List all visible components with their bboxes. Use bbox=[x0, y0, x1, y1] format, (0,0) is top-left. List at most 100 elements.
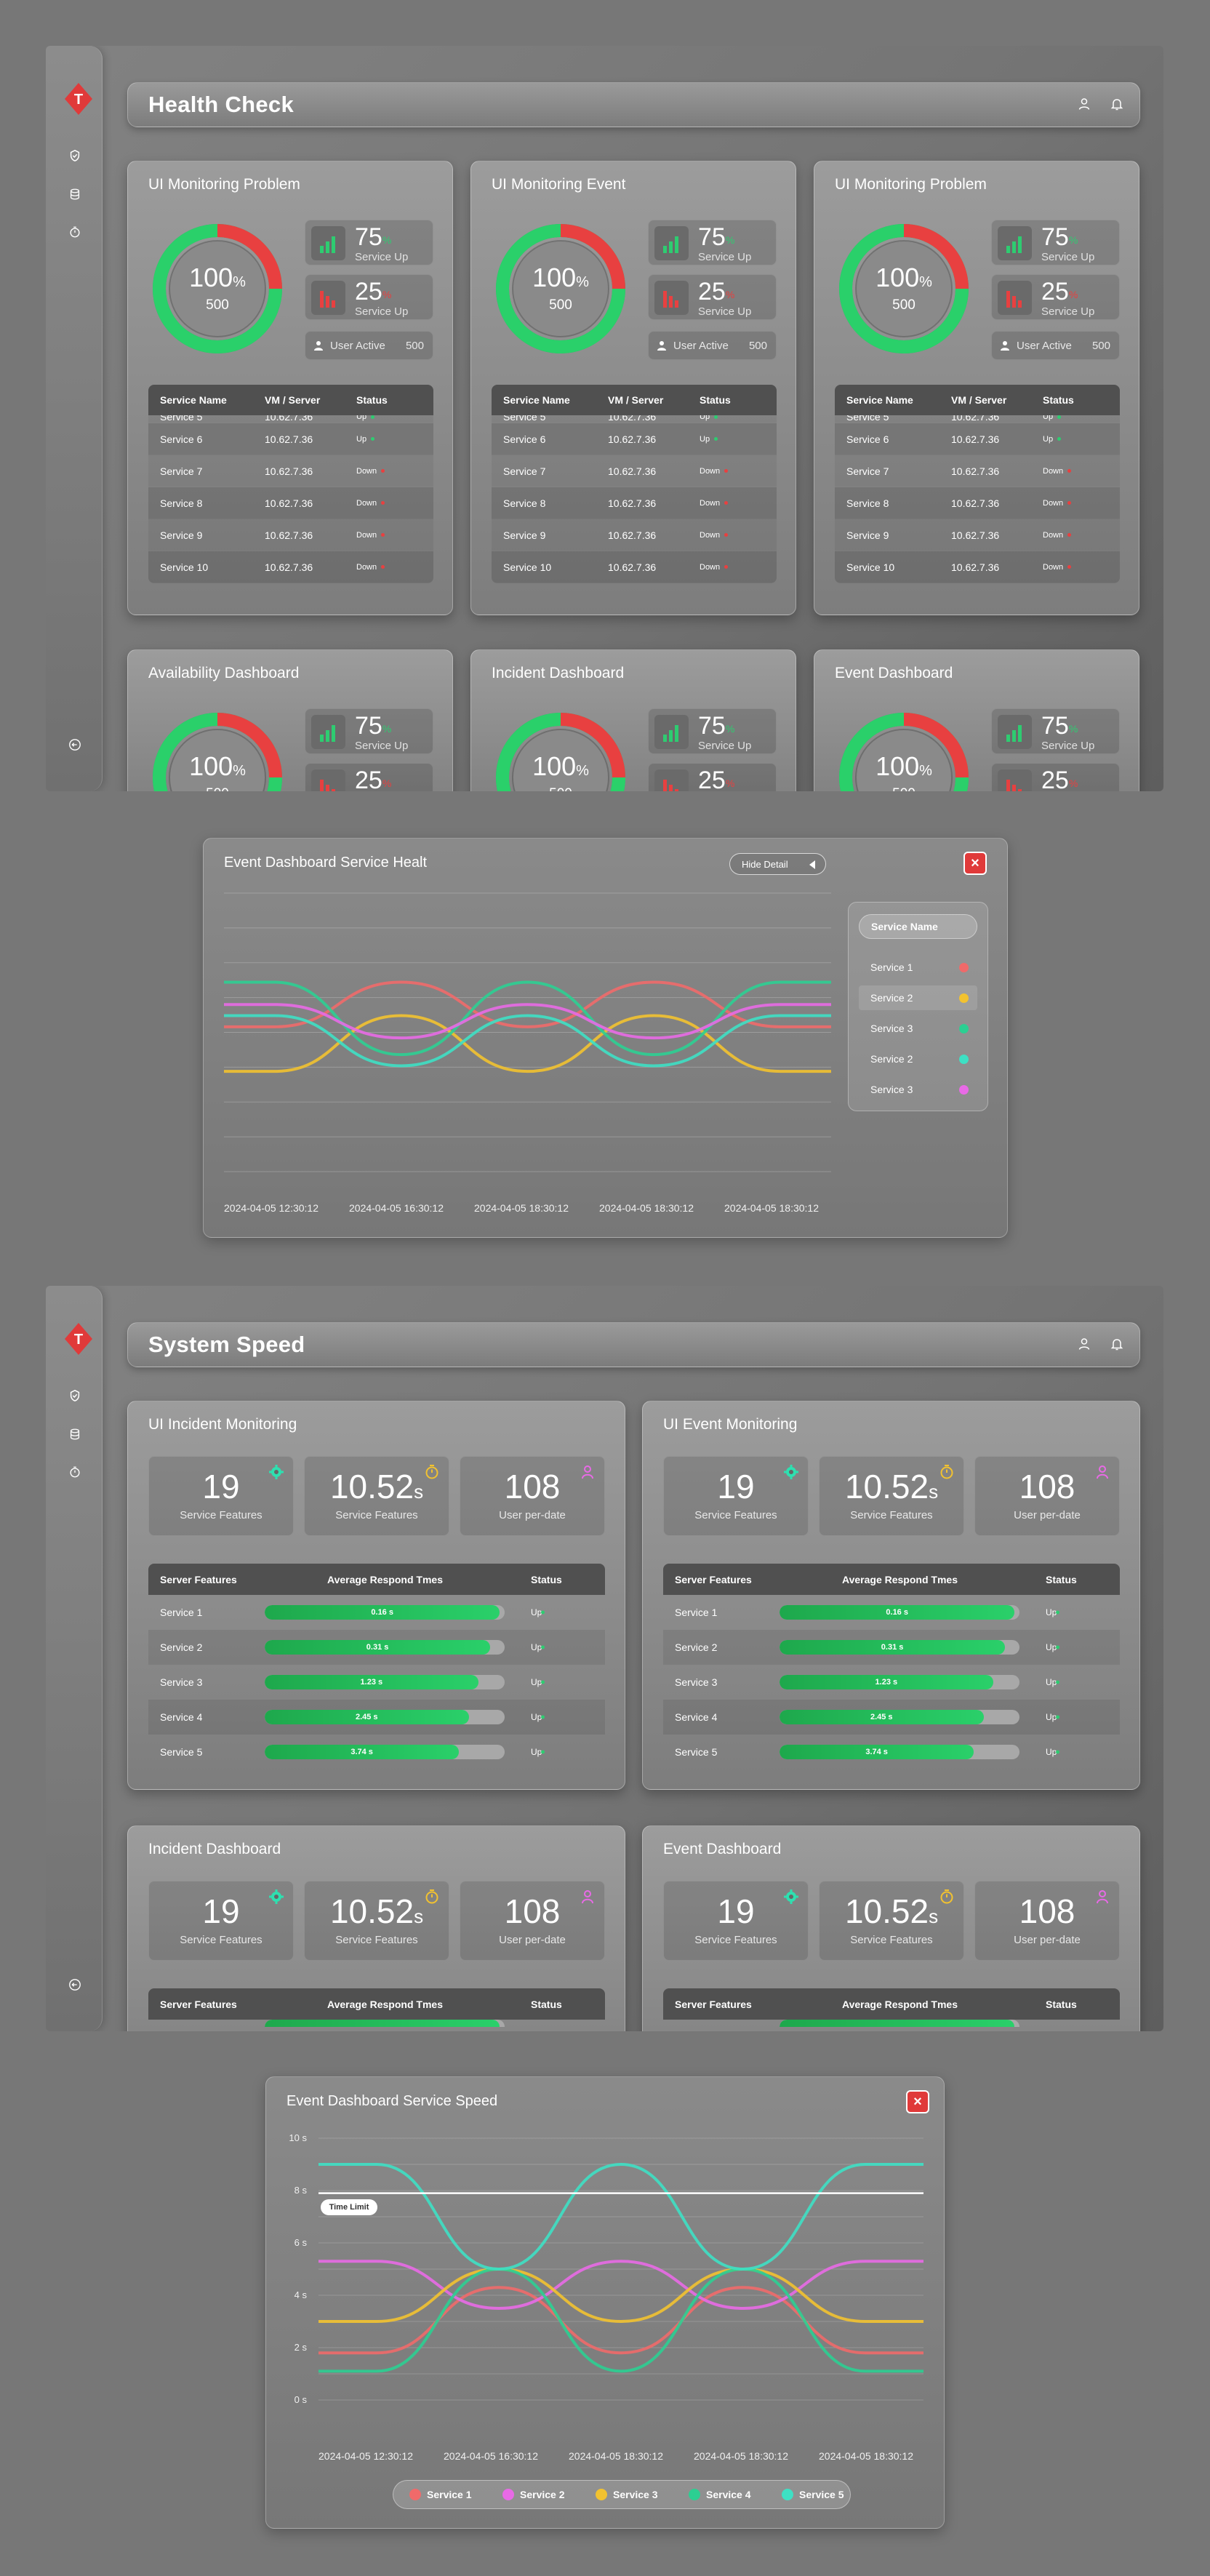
stopwatch-icon[interactable] bbox=[67, 224, 83, 240]
status-dot bbox=[1056, 1645, 1059, 1649]
legend-item[interactable]: Service 3 bbox=[859, 1077, 977, 1102]
close-button[interactable]: × bbox=[963, 852, 987, 875]
legend-item[interactable]: Service 1 bbox=[859, 955, 977, 980]
y-tick-label: 8 s bbox=[294, 2185, 307, 2196]
user-icon[interactable] bbox=[1077, 1337, 1094, 1354]
logout-icon[interactable] bbox=[67, 1977, 83, 1993]
svg-text:T: T bbox=[74, 92, 83, 108]
legend-dot bbox=[959, 1085, 969, 1095]
bell-icon[interactable] bbox=[1110, 97, 1127, 114]
table-row[interactable]: Service 3 1.23 s Up bbox=[148, 1665, 605, 1700]
table-row[interactable]: Service 5 10.62.7.36 Up bbox=[835, 415, 1120, 423]
up-number: 75 bbox=[698, 712, 726, 740]
x-tick-label: 2024-04-05 16:30:12 bbox=[444, 2450, 538, 2462]
legend-item[interactable]: Service 4 bbox=[689, 2489, 751, 2500]
status-badge: Up bbox=[700, 415, 718, 421]
table-row[interactable]: Service 8 10.62.7.36 Down bbox=[492, 487, 777, 519]
table-row[interactable]: Service 7 10.62.7.36 Down bbox=[492, 455, 777, 487]
series-line-5 bbox=[224, 1003, 831, 1040]
close-button[interactable]: × bbox=[906, 2090, 929, 2113]
stat-unit: s bbox=[414, 1905, 424, 1927]
service-name: Service 8 bbox=[503, 497, 546, 509]
table-row[interactable]: Service 5 10.62.7.36 Up bbox=[148, 415, 433, 423]
service-name: Service 9 bbox=[503, 529, 546, 541]
card-title: Availability Dashboard bbox=[148, 665, 300, 681]
table-row[interactable]: Service 7 10.62.7.36 Down bbox=[835, 455, 1120, 487]
table-row[interactable]: Service 8 10.62.7.36 Down bbox=[148, 487, 433, 519]
table-row[interactable]: Service 4 2.45 s Up bbox=[148, 1700, 605, 1735]
status-text: Up bbox=[1043, 415, 1054, 421]
table-row[interactable]: Service 3 1.23 s Up bbox=[663, 1665, 1120, 1700]
table-row[interactable]: Service 8 10.62.7.36 Down bbox=[835, 487, 1120, 519]
status-text: Down bbox=[700, 466, 721, 476]
stat-label: Service Features bbox=[180, 1509, 263, 1521]
donut-chart bbox=[496, 224, 625, 353]
user-icon bbox=[656, 340, 668, 351]
col-vm-server: VM / Server bbox=[608, 394, 664, 406]
table-row[interactable]: Service 9 10.62.7.36 Down bbox=[148, 519, 433, 551]
legend-item[interactable]: Service 5 bbox=[782, 2489, 844, 2500]
table-row[interactable] bbox=[663, 2020, 1120, 2027]
legend-dot bbox=[959, 1024, 969, 1033]
down-number: 25 bbox=[698, 767, 726, 791]
user-icon[interactable] bbox=[1077, 97, 1094, 114]
gear-icon bbox=[268, 1889, 284, 1905]
vm-server: 10.62.7.36 bbox=[951, 465, 1000, 477]
sidebar: T bbox=[46, 46, 103, 791]
table-row[interactable]: Service 1 0.16 s Up bbox=[148, 1595, 605, 1630]
service-name: Service 2 bbox=[160, 1641, 203, 1653]
table-row[interactable]: Service 9 10.62.7.36 Down bbox=[835, 519, 1120, 551]
up-label: Service Up bbox=[355, 740, 409, 752]
database-icon[interactable] bbox=[67, 186, 83, 202]
legend-item[interactable]: Service 3 bbox=[859, 1016, 977, 1041]
col-service-name: Service Name bbox=[503, 394, 570, 406]
table-row[interactable]: Service 9 10.62.7.36 Down bbox=[492, 519, 777, 551]
table-row[interactable]: Service 5 10.62.7.36 Up bbox=[492, 415, 777, 423]
system-speed-screen: T System Speed UI Incident Monitoring 19 S… bbox=[46, 1286, 1163, 2031]
service-down-stat: 25% Service Up bbox=[991, 274, 1120, 320]
service-name: Service 2 bbox=[675, 1641, 718, 1653]
stat-value: 19 bbox=[664, 1468, 808, 1510]
table-row[interactable]: Service 1 0.16 s Up bbox=[663, 1595, 1120, 1630]
stopwatch-icon[interactable] bbox=[67, 1464, 83, 1480]
status-dot bbox=[1067, 469, 1072, 473]
table-row[interactable]: Service 5 3.74 s Up bbox=[663, 1735, 1120, 1769]
table-row[interactable]: Service 2 0.31 s Up bbox=[148, 1630, 605, 1665]
bell-icon[interactable] bbox=[1110, 1337, 1127, 1354]
table-row[interactable]: Service 10 10.62.7.36 Down bbox=[148, 551, 433, 583]
legend-item[interactable]: Service 3 bbox=[596, 2489, 658, 2500]
shield-icon[interactable] bbox=[67, 1388, 83, 1404]
legend-item[interactable]: Service 2 bbox=[502, 2489, 565, 2500]
legend-item[interactable]: Service 2 bbox=[859, 1047, 977, 1071]
database-icon[interactable] bbox=[67, 1426, 83, 1442]
percent-number: 100 bbox=[532, 751, 577, 781]
table-row[interactable]: Service 2 0.31 s Up bbox=[663, 1630, 1120, 1665]
donut-center bbox=[512, 240, 609, 337]
legend-item[interactable]: Service 2 bbox=[859, 985, 977, 1010]
percent-value: 100% bbox=[189, 264, 246, 296]
modal-title: Event Dashboard Service Speed bbox=[287, 2093, 498, 2109]
up-label: Service Up bbox=[1041, 251, 1095, 263]
table-row[interactable]: Service 6 10.62.7.36 Up bbox=[148, 423, 433, 455]
hide-detail-button[interactable]: Hide Detail bbox=[729, 853, 826, 875]
total-value: 500 bbox=[892, 297, 915, 313]
stat-unit: s bbox=[414, 1481, 424, 1503]
table-row[interactable]: Service 4 2.45 s Up bbox=[663, 1700, 1120, 1735]
legend-item[interactable]: Service 1 bbox=[409, 2489, 472, 2500]
monitoring-card: UI Monitoring Problem 100% 500 75% Service U… bbox=[127, 161, 453, 615]
monitoring-card: UI Monitoring Problem 100% 500 75% Service U… bbox=[814, 161, 1139, 615]
close-icon: × bbox=[971, 855, 979, 871]
table-row[interactable]: Service 10 10.62.7.36 Down bbox=[492, 551, 777, 583]
table-row[interactable] bbox=[148, 2020, 605, 2027]
status-dot bbox=[541, 1645, 545, 1649]
table-row[interactable]: Service 6 10.62.7.36 Up bbox=[492, 423, 777, 455]
table-row[interactable]: Service 7 10.62.7.36 Down bbox=[148, 455, 433, 487]
table-row[interactable]: Service 10 10.62.7.36 Down bbox=[835, 551, 1120, 583]
col-vm-server: VM / Server bbox=[951, 394, 1007, 406]
stat-label: User per-date bbox=[499, 1934, 566, 1946]
table-row[interactable]: Service 6 10.62.7.36 Up bbox=[835, 423, 1120, 455]
shield-icon[interactable] bbox=[67, 148, 83, 164]
logout-icon[interactable] bbox=[67, 737, 83, 753]
table-row[interactable]: Service 5 3.74 s Up bbox=[148, 1735, 605, 1769]
respond-table: Server Features Average Respond Tmes Statu… bbox=[663, 1988, 1120, 2027]
